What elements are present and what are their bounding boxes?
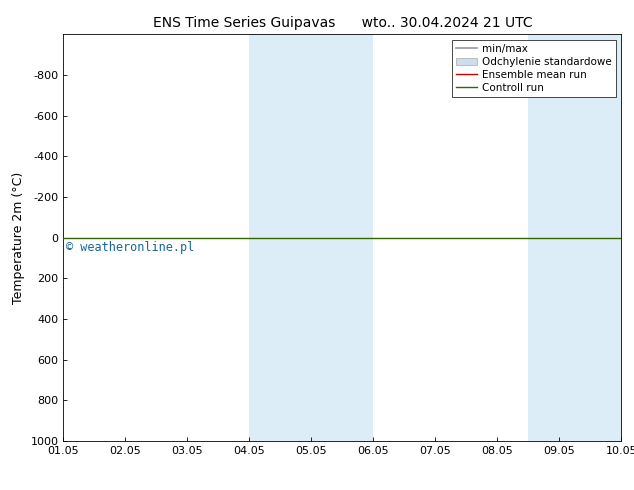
Title: ENS Time Series Guipavas      wto.. 30.04.2024 21 UTC: ENS Time Series Guipavas wto.. 30.04.202… <box>153 16 532 30</box>
Bar <box>311 34 373 441</box>
Legend: min/max, Odchylenie standardowe, Ensemble mean run, Controll run: min/max, Odchylenie standardowe, Ensembl… <box>452 40 616 97</box>
Bar <box>528 34 575 441</box>
Text: © weatheronline.pl: © weatheronline.pl <box>67 241 195 254</box>
Bar <box>575 34 621 441</box>
Bar <box>249 34 311 441</box>
Y-axis label: Temperature 2m (°C): Temperature 2m (°C) <box>12 172 25 304</box>
